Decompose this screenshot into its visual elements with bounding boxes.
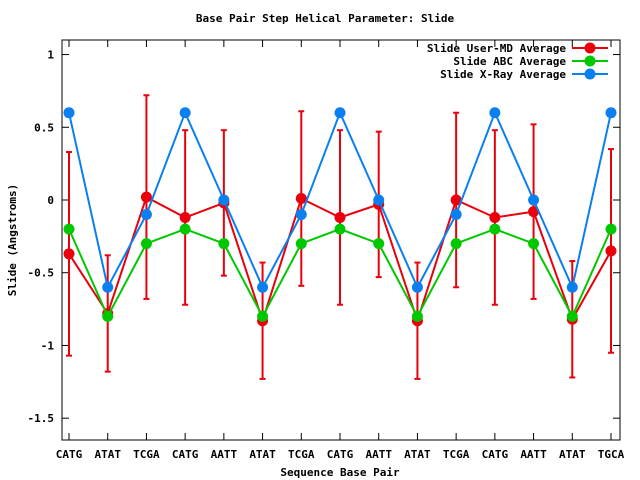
data-point xyxy=(566,310,578,322)
legend-swatch-marker xyxy=(584,42,596,54)
x-axis-ticks: CATG ATAT TCGA CATG AATT ATAT TCGA CATG AATT ATAT… xyxy=(56,40,625,461)
x-tick-label: TCGA xyxy=(133,448,160,461)
legend-label: Slide User-MD Average xyxy=(427,42,566,55)
x-tick-label: ATAT xyxy=(249,448,276,461)
data-point xyxy=(63,107,75,119)
data-point xyxy=(450,238,462,250)
x-tick-label: CATG xyxy=(482,448,509,461)
x-tick-label: ATAT xyxy=(559,448,586,461)
data-point xyxy=(489,211,501,223)
y-tick-label: 1 xyxy=(47,49,54,62)
data-point xyxy=(605,107,617,119)
data-point xyxy=(179,223,191,235)
data-point xyxy=(102,310,114,322)
data-point xyxy=(373,194,385,206)
data-point xyxy=(334,211,346,223)
data-point xyxy=(140,191,152,203)
x-tick-label: TCGA xyxy=(443,448,470,461)
legend-label: Slide X-Ray Average xyxy=(440,68,566,81)
data-point xyxy=(295,238,307,250)
data-point xyxy=(489,107,501,119)
series-3 xyxy=(63,107,617,293)
x-tick-label: AATT xyxy=(520,448,547,461)
y-tick-label: -1.5 xyxy=(28,412,55,425)
data-point xyxy=(334,107,346,119)
data-point xyxy=(450,194,462,206)
data-point xyxy=(528,194,540,206)
y-tick-label: 0.5 xyxy=(34,121,54,134)
x-tick-label: ATAT xyxy=(404,448,431,461)
data-point xyxy=(528,238,540,250)
x-tick-label: CATG xyxy=(327,448,354,461)
data-point xyxy=(489,223,501,235)
legend-label: Slide ABC Average xyxy=(453,55,566,68)
data-point xyxy=(218,194,230,206)
x-tick-label: ATAT xyxy=(94,448,121,461)
x-tick-label: TGCA xyxy=(598,448,625,461)
data-point xyxy=(140,209,152,221)
data-point xyxy=(334,223,346,235)
data-point xyxy=(528,206,540,218)
data-point xyxy=(63,248,75,260)
data-point xyxy=(218,238,230,250)
data-point xyxy=(257,281,269,293)
data-point xyxy=(102,281,114,293)
y-tick-label: -0.5 xyxy=(28,267,55,280)
data-point xyxy=(605,245,617,257)
plot-frame xyxy=(61,39,621,441)
data-point xyxy=(179,107,191,119)
data-point xyxy=(140,238,152,250)
legend-swatch-marker xyxy=(584,55,596,67)
data-point xyxy=(411,310,423,322)
data-point xyxy=(63,223,75,235)
y-tick-label: 0 xyxy=(47,194,54,207)
data-point xyxy=(179,211,191,223)
series-1 xyxy=(63,94,617,380)
series-2 xyxy=(63,223,617,322)
data-point xyxy=(257,310,269,322)
x-axis-label: Sequence Base Pair xyxy=(280,466,400,479)
data-point xyxy=(295,193,307,205)
series-layer xyxy=(63,94,617,380)
data-point xyxy=(566,281,578,293)
x-tick-label: CATG xyxy=(56,448,83,461)
data-point xyxy=(411,281,423,293)
x-tick-label: TCGA xyxy=(288,448,315,461)
legend-swatch-marker xyxy=(584,68,596,80)
chart-title: Base Pair Step Helical Parameter: Slide xyxy=(196,12,455,25)
y-axis-ticks: 1 0.5 0 -0.5 -1 -1.5 xyxy=(28,49,620,425)
y-axis-label: Slide (Angstroms) xyxy=(6,184,19,297)
y-tick-label: -1 xyxy=(41,339,55,352)
x-tick-label: AATT xyxy=(365,448,392,461)
x-tick-label: AATT xyxy=(211,448,238,461)
data-point xyxy=(605,223,617,235)
data-point xyxy=(450,209,462,221)
data-point xyxy=(373,238,385,250)
x-tick-label: CATG xyxy=(172,448,199,461)
data-point xyxy=(295,209,307,221)
